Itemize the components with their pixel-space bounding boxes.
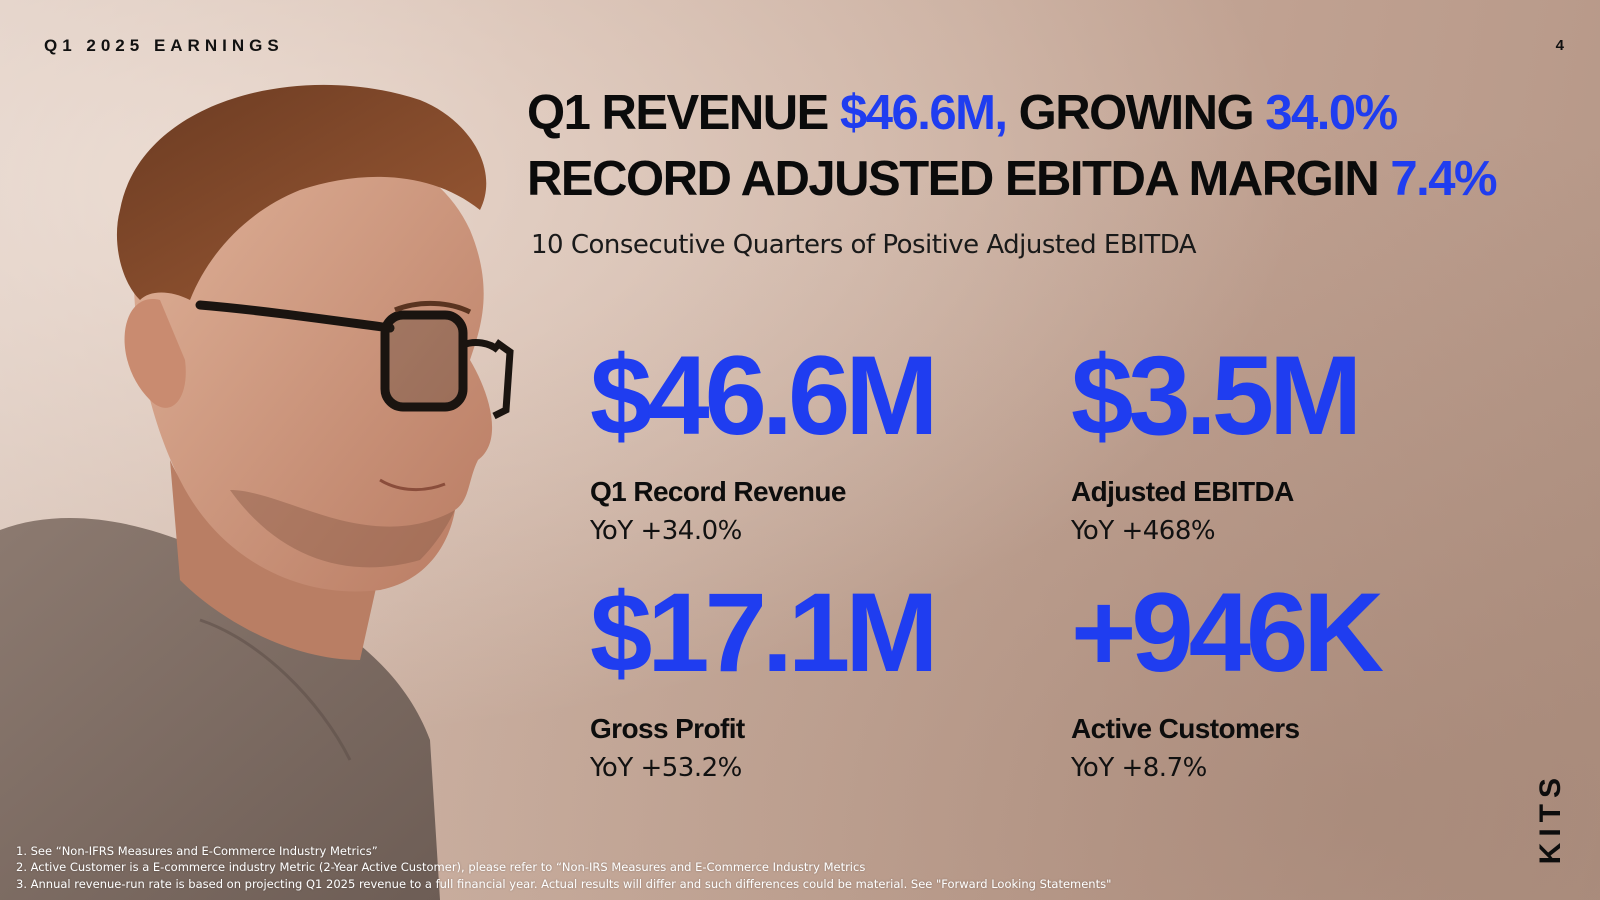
headline-text: RECORD ADJUSTED EBITDA MARGIN — [527, 152, 1391, 206]
headline-text: GROWING — [1006, 86, 1266, 140]
page-number: 4 — [1555, 37, 1564, 54]
metric-value: $3.5M — [1071, 333, 1362, 458]
metric-gross-profit: $17.1M Gross Profit YoY +53.2% — [590, 570, 1060, 784]
metric-yoy: YoY +53.2% — [590, 753, 742, 783]
metric-revenue: $46.6M Q1 Record Revenue YoY +34.0% — [590, 333, 1060, 547]
metric-adjusted-ebitda: $3.5M Adjusted EBITDA YoY +468% — [1071, 333, 1541, 547]
metric-label: Q1 Record Revenue — [590, 476, 847, 507]
headline-revenue-accent: $46.6M, — [839, 86, 1008, 140]
footnotes: 1. See “Non-IFRS Measures and E-Commerce… — [16, 843, 1111, 893]
metric-yoy: YoY +8.7% — [1071, 753, 1207, 783]
metric-label: Active Customers — [1071, 713, 1300, 744]
metric-value: +946K — [1071, 570, 1384, 695]
metric-value: $46.6M — [590, 333, 939, 458]
headline-line-2: RECORD ADJUSTED EBITDA MARGIN 7.4% — [527, 146, 1587, 212]
headline-text: Q1 REVENUE — [527, 86, 840, 140]
section-eyebrow: Q1 2025 EARNINGS — [44, 36, 284, 55]
footnote: 3. Annual revenue-run rate is based on p… — [16, 876, 1112, 891]
metric-yoy: YoY +34.0% — [590, 516, 742, 546]
headline-margin-accent: 7.4% — [1390, 152, 1497, 206]
metric-active-customers: +946K Active Customers YoY +8.7% — [1071, 570, 1541, 784]
footnote: 2. Active Customer is a E-commerce indus… — [16, 860, 866, 874]
metric-label: Gross Profit — [590, 713, 745, 744]
headline-growth-accent: 34.0% — [1265, 86, 1398, 140]
metric-yoy: YoY +468% — [1071, 516, 1216, 546]
metric-label: Adjusted EBITDA — [1071, 476, 1294, 507]
metric-value: $17.1M — [590, 570, 939, 695]
headline: Q1 REVENUE $46.6M, GROWING 34.0% RECORD … — [527, 80, 1587, 212]
footnote: 1. See “Non-IFRS Measures and E-Commerce… — [16, 843, 378, 858]
subheading: 10 Consecutive Quarters of Positive Adju… — [531, 230, 1197, 260]
headline-line-1: Q1 REVENUE $46.6M, GROWING 34.0% — [527, 80, 1587, 146]
man-with-glasses-photo — [0, 84, 514, 900]
kits-logo: KITS — [1534, 771, 1567, 864]
